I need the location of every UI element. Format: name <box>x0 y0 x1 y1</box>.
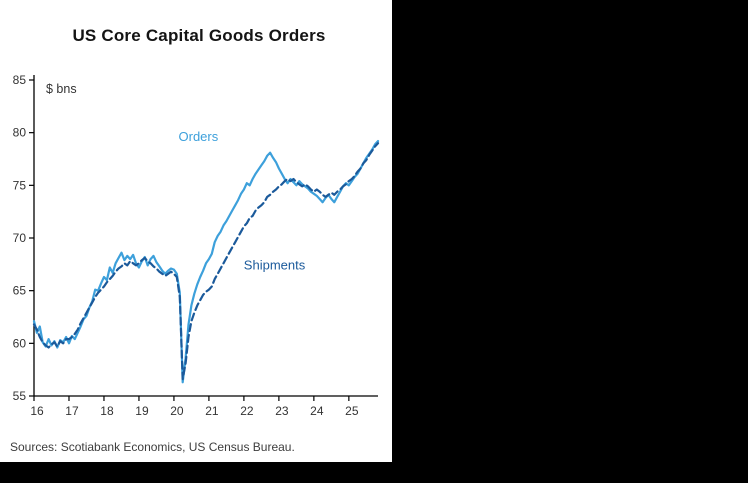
x-tick-label: 24 <box>310 404 324 418</box>
source-note: Sources: Scotiabank Economics, US Census… <box>10 440 295 454</box>
unit-label: $ bns <box>46 82 77 96</box>
orders-line <box>32 139 380 384</box>
chart-panel: US Core Capital Goods Orders 55 60 65 70 75 8… <box>0 0 392 462</box>
y-tick-label: 80 <box>13 126 27 140</box>
x-tick-label: 16 <box>30 404 44 418</box>
y-tick-label: 55 <box>13 389 27 403</box>
y-tick-label: 85 <box>13 73 27 87</box>
line-chart: 55 60 65 70 75 80 85 16 17 18 19 20 21 22 23 24 25 $ bns O… <box>13 73 380 418</box>
chart-area: 55 60 65 70 75 80 85 16 17 18 19 20 21 22 23 24 25 $ bns O… <box>2 62 388 434</box>
x-tick-label: 17 <box>65 404 79 418</box>
x-tick-label: 22 <box>240 404 254 418</box>
y-tick-label: 65 <box>13 284 27 298</box>
y-tick-label: 75 <box>13 178 27 192</box>
x-tick-label: 19 <box>135 404 149 418</box>
x-tick-label: 25 <box>345 404 359 418</box>
chart-title: US Core Capital Goods Orders <box>72 26 326 45</box>
x-tick-label: 21 <box>205 404 219 418</box>
y-tick-label: 60 <box>13 336 27 350</box>
x-tick-label: 18 <box>100 404 114 418</box>
shipments-line <box>32 142 380 381</box>
y-tick-label: 70 <box>13 231 27 245</box>
x-tick-label: 20 <box>170 404 184 418</box>
orders-label: Orders <box>179 129 219 144</box>
x-tick-label: 23 <box>275 404 289 418</box>
shipments-label: Shipments <box>244 258 306 273</box>
